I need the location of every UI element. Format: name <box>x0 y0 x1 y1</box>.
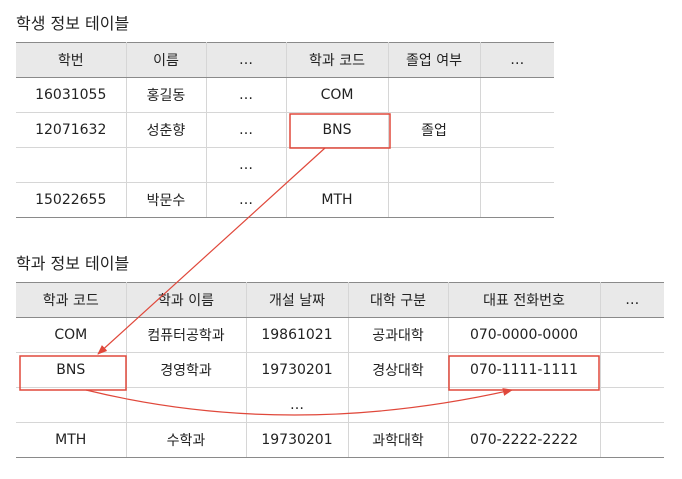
highlighted-phone-cell: 070-1111-1111 <box>447 352 601 388</box>
table-cell: … <box>205 77 287 113</box>
column-header: 학과 코드 <box>16 282 127 318</box>
table-cell: 과학대학 <box>347 422 449 458</box>
table-cell: … <box>205 182 287 218</box>
highlighted-dept-code-cell: BNS <box>285 112 389 148</box>
table-cell: 070-0000-0000 <box>447 317 601 353</box>
table-cell: 16031055 <box>16 77 127 113</box>
table-header-row: 학번 이름 … 학과 코드 졸업 여부 … <box>16 42 554 78</box>
table-cell: MTH <box>16 422 127 458</box>
link-arrow-code-to-phone <box>85 388 513 416</box>
highlight-box-dept-bns <box>19 355 127 391</box>
table-row: … <box>16 147 554 183</box>
highlight-box-student-bns <box>289 113 391 149</box>
table-cell <box>387 77 481 113</box>
table-cell <box>16 387 127 423</box>
table-cell: MTH <box>285 182 389 218</box>
table-cell: 19730201 <box>245 422 349 458</box>
table-row: 12071632 성춘향 … BNS 졸업 <box>16 112 554 148</box>
highlight-box-dept-phone <box>448 355 600 391</box>
table-cell: 박문수 <box>125 182 207 218</box>
table-cell <box>285 147 389 183</box>
link-arrow-student-to-dept <box>97 147 326 355</box>
table-cell: 경영학과 <box>125 352 247 388</box>
table-cell: … <box>205 147 287 183</box>
column-header: 대학 구분 <box>347 282 449 318</box>
column-header: 개설 날짜 <box>245 282 349 318</box>
table-row: 15022655 박문수 … MTH <box>16 182 554 218</box>
table-cell <box>387 182 481 218</box>
column-header: … <box>479 42 554 78</box>
column-header: 학과 이름 <box>125 282 247 318</box>
column-header: … <box>599 282 664 318</box>
table-cell: 경상대학 <box>347 352 449 388</box>
table-cell <box>599 422 664 458</box>
table-cell <box>479 182 554 218</box>
table-row: MTH 수학과 19730201 과학대학 070-2222-2222 <box>16 422 664 458</box>
table-cell: COM <box>16 317 127 353</box>
table-header-row: 학과 코드 학과 이름 개설 날짜 대학 구분 대표 전화번호 … <box>16 282 664 318</box>
table-cell: 졸업 <box>387 112 481 148</box>
table-cell <box>125 147 207 183</box>
table-cell <box>479 147 554 183</box>
table-cell: … <box>205 112 287 148</box>
dept-table-title: 학과 정보 테이블 <box>16 254 130 273</box>
table-cell: … <box>245 387 349 423</box>
column-header: 졸업 여부 <box>387 42 481 78</box>
table-cell: 컴퓨터공학과 <box>125 317 247 353</box>
table-cell: 수학과 <box>125 422 247 458</box>
dept-info-table: 학과 코드 학과 이름 개설 날짜 대학 구분 대표 전화번호 … COM 컴퓨… <box>16 282 664 458</box>
column-header: 학과 코드 <box>285 42 389 78</box>
table-cell <box>599 317 664 353</box>
table-row: … <box>16 387 664 423</box>
table-cell: 070-2222-2222 <box>447 422 601 458</box>
student-info-table: 학번 이름 … 학과 코드 졸업 여부 … 16031055 홍길동 … COM… <box>16 42 554 218</box>
table-cell: COM <box>285 77 389 113</box>
table-cell <box>447 387 601 423</box>
table-cell: 15022655 <box>16 182 127 218</box>
student-table-title: 학생 정보 테이블 <box>16 14 130 33</box>
